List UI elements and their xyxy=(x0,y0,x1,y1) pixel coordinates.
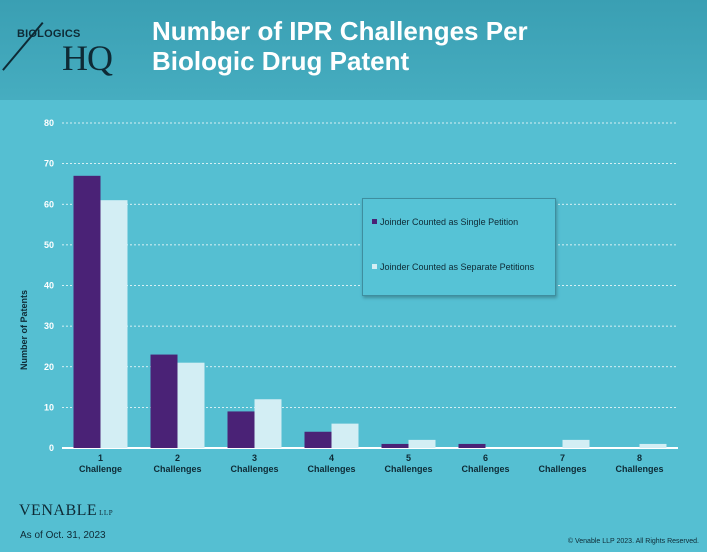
x-tick-label: Challenges xyxy=(307,464,355,474)
bar-series-2-cat-5 xyxy=(408,439,436,448)
bars xyxy=(73,175,667,448)
bar-series-1-cat-3 xyxy=(227,411,255,448)
header-banner: BIOLOGICS HQ Number of IPR Challenges Pe… xyxy=(0,0,707,100)
y-tick-label: 20 xyxy=(44,362,54,372)
as-of-date: As of Oct. 31, 2023 xyxy=(20,530,106,541)
bar-series-1-cat-5 xyxy=(381,443,409,448)
x-tick-label: Challenges xyxy=(230,464,278,474)
legend-swatch-series-2 xyxy=(372,264,377,269)
x-tick-label: 2 xyxy=(175,453,180,463)
legend-item-series-2: Joinder Counted as Separate Petitions xyxy=(372,261,550,273)
bar-series-1-cat-1 xyxy=(73,175,101,448)
x-axis-ticks: 1Challenge2Challenges3Challenges4Challen… xyxy=(79,453,664,474)
y-tick-label: 50 xyxy=(44,240,54,250)
logo-hq-text: HQ xyxy=(62,38,113,78)
legend-swatch-series-1 xyxy=(372,219,377,224)
y-tick-label: 30 xyxy=(44,321,54,331)
bar-series-2-cat-1 xyxy=(100,200,128,448)
x-tick-label: Challenges xyxy=(615,464,663,474)
y-tick-label: 0 xyxy=(49,443,54,453)
bar-series-2-cat-2 xyxy=(177,362,205,448)
y-tick-label: 60 xyxy=(44,199,54,209)
x-tick-label: 3 xyxy=(252,453,257,463)
venable-logo-text: VENABLE xyxy=(19,502,98,519)
x-tick-label: 8 xyxy=(637,453,642,463)
bar-series-2-cat-7 xyxy=(562,439,590,448)
x-tick-label: Challenges xyxy=(153,464,201,474)
chart-legend: Joinder Counted as Single Petition Joind… xyxy=(362,198,556,296)
bar-series-1-cat-4 xyxy=(304,431,332,448)
y-tick-label: 80 xyxy=(44,118,54,128)
x-tick-label: Challenges xyxy=(461,464,509,474)
y-axis-label: Number of Patents xyxy=(19,290,29,370)
y-tick-label: 40 xyxy=(44,281,54,291)
bar-series-2-cat-3 xyxy=(254,399,282,448)
copyright-notice: © Venable LLP 2023. All Rights Reserved. xyxy=(567,538,699,545)
x-tick-label: Challenges xyxy=(384,464,432,474)
x-tick-label: 4 xyxy=(329,453,334,463)
legend-label-series-1: Joinder Counted as Single Petition xyxy=(380,217,519,227)
x-tick-label: 5 xyxy=(406,453,411,463)
x-tick-label: Challenges xyxy=(538,464,586,474)
x-tick-label: Challenge xyxy=(79,464,122,474)
x-tick-label: 7 xyxy=(560,453,565,463)
bar-series-1-cat-2 xyxy=(150,354,178,448)
y-tick-label: 10 xyxy=(44,402,54,412)
bar-series-1-cat-6 xyxy=(458,443,486,448)
x-tick-label: 1 xyxy=(98,453,103,463)
venable-logo-suffix: LLP xyxy=(99,509,114,517)
y-tick-label: 70 xyxy=(44,159,54,169)
title-line-1: Number of IPR Challenges Per xyxy=(152,16,528,46)
title-line-2: Biologic Drug Patent xyxy=(152,46,410,76)
venable-logo: VENABLE LLP xyxy=(19,502,113,520)
legend-item-series-1: Joinder Counted as Single Petition xyxy=(372,216,550,228)
bar-series-2-cat-4 xyxy=(331,423,359,448)
page-title: Number of IPR Challenges Per Biologic Dr… xyxy=(152,16,672,76)
y-axis-ticks: 0 10 20 30 40 50 60 70 80 xyxy=(44,118,54,453)
x-tick-label: 6 xyxy=(483,453,488,463)
legend-label-series-2: Joinder Counted as Separate Petitions xyxy=(380,262,535,272)
bar-series-2-cat-8 xyxy=(639,443,667,448)
